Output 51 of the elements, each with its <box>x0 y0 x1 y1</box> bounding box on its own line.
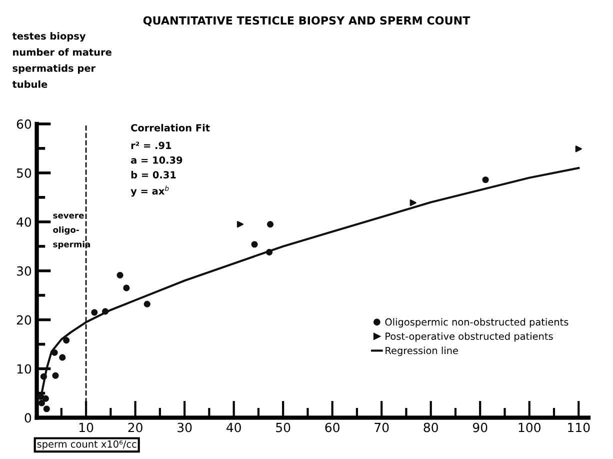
point <box>251 241 258 248</box>
point <box>52 372 59 379</box>
x-tick-label: 100 <box>518 422 540 432</box>
x-tick-label: 40 <box>226 422 241 432</box>
point <box>236 221 244 228</box>
point <box>91 309 98 316</box>
x-tick-label: 20 <box>128 422 142 432</box>
chart-title: QUANTITATIVE TESTICLE BIOPSY AND SPERM COUNT <box>143 16 470 26</box>
x-tick-label: 80 <box>424 422 438 432</box>
point <box>42 395 49 402</box>
y-tick-label: 20 <box>16 315 32 325</box>
x-tick-label: 60 <box>325 422 340 432</box>
y-tick-label: 60 <box>16 119 32 129</box>
x-tick-label: 110 <box>568 422 590 432</box>
point <box>63 337 70 344</box>
y-tick-label: 0 <box>24 413 32 423</box>
point <box>43 406 50 412</box>
annotation: Correlation Fit <box>131 124 210 132</box>
legend-label: Post-operative obstructed patients <box>386 332 553 342</box>
x-tick-label: 10 <box>79 422 94 432</box>
y-tick-label: 30 <box>16 266 32 276</box>
point <box>266 248 273 256</box>
annotation: b = 0.31 <box>131 170 176 178</box>
annotation: severe oligo- spermia <box>53 214 90 249</box>
point <box>123 284 130 292</box>
point <box>59 354 66 361</box>
y-tick-label: 40 <box>16 217 32 227</box>
annotation: y = ax$^{b}$ <box>130 186 169 197</box>
legend-label: Oligospermic non-obstructed patients <box>385 318 568 328</box>
point <box>102 308 109 315</box>
point <box>144 300 150 308</box>
point <box>116 272 124 279</box>
point <box>575 146 582 152</box>
x-tick-label: 70 <box>374 422 389 432</box>
x-tick-label: 30 <box>178 422 192 432</box>
point <box>40 373 47 380</box>
annotation: a = 10.39 <box>130 156 182 164</box>
point <box>266 221 274 228</box>
legend-label: Regression line <box>386 346 458 356</box>
y-tick-label: 50 <box>16 168 32 178</box>
x-tick-label: 50 <box>276 422 290 432</box>
x-axis-title: sperm count x10⁶/cc <box>37 440 136 450</box>
annotation: r² = .91 <box>131 142 172 150</box>
x-tick-label: 90 <box>472 422 488 432</box>
y-axis-title: testes biopsy number of mature spermatids per tubule <box>12 32 112 88</box>
point <box>51 349 58 356</box>
y-tick-label: 10 <box>17 364 32 374</box>
point <box>482 176 489 184</box>
point <box>410 199 416 206</box>
point <box>38 400 45 406</box>
point <box>37 393 44 400</box>
